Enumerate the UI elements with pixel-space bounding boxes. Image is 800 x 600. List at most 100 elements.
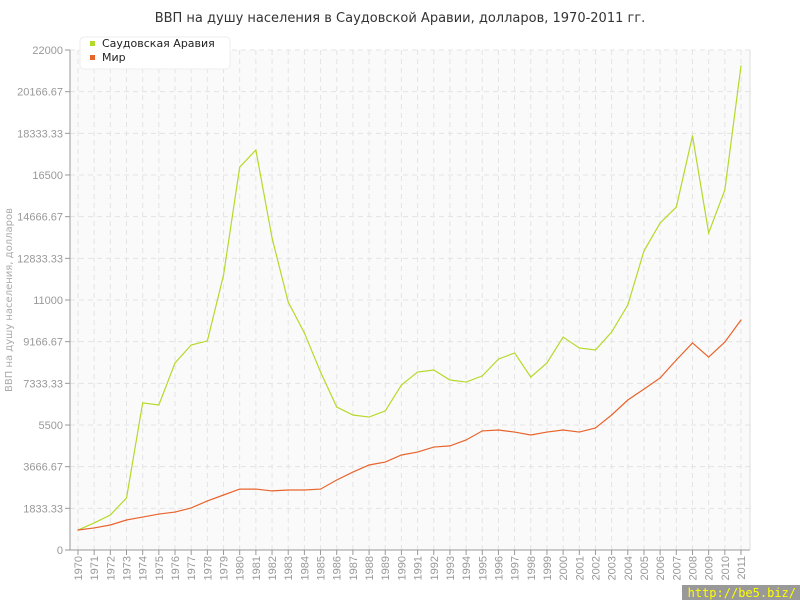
- data-point: [659, 377, 661, 379]
- data-point: [497, 429, 500, 431]
- data-point: [206, 340, 208, 342]
- y-tick-label: 16500: [32, 170, 63, 182]
- data-point: [384, 410, 386, 412]
- data-point: [465, 439, 467, 441]
- y-tick-label: 20166.67: [17, 87, 63, 99]
- data-point: [384, 461, 386, 463]
- y-tick-label: 11000: [33, 295, 63, 307]
- x-tick-label: 1995: [477, 556, 489, 580]
- y-tick-label: 12833.33: [17, 253, 63, 265]
- data-point: [125, 497, 128, 499]
- x-tick-label: 1974: [138, 556, 150, 580]
- x-tick-label: 2009: [704, 556, 716, 580]
- data-point: [303, 332, 305, 334]
- data-point: [416, 371, 419, 373]
- x-tick-label: 1984: [299, 556, 311, 580]
- x-tick-label: 2003: [607, 556, 619, 580]
- data-point: [530, 376, 532, 378]
- data-point: [287, 489, 289, 491]
- legend-swatch: [90, 55, 95, 60]
- x-tick-label: 1996: [493, 556, 505, 580]
- x-tick-label: 2010: [720, 556, 732, 580]
- x-tick-label: 1989: [380, 556, 392, 580]
- legend-label: Мир: [102, 51, 126, 64]
- data-point: [336, 406, 338, 408]
- legend-box: [79, 36, 231, 70]
- data-point: [77, 529, 79, 531]
- data-point: [400, 384, 403, 386]
- x-tick-label: 1972: [105, 556, 117, 580]
- data-point: [109, 514, 111, 516]
- x-tick-label: 1970: [73, 556, 85, 580]
- data-point: [109, 524, 111, 526]
- data-point: [481, 375, 483, 377]
- x-tick-label: 2011: [736, 556, 748, 580]
- x-tick-label: 2005: [639, 556, 651, 580]
- data-point: [352, 471, 354, 473]
- legend-label: Саудовская Аравия: [102, 37, 215, 50]
- data-point: [465, 381, 467, 383]
- y-tick-label: 14666.67: [17, 212, 63, 224]
- data-point: [691, 135, 694, 137]
- series-line-world: [77, 319, 742, 531]
- data-point: [578, 347, 580, 349]
- data-point: [708, 356, 710, 358]
- data-point: [206, 500, 208, 502]
- x-tick-label: 1998: [526, 556, 538, 580]
- x-tick-label: 1983: [283, 556, 295, 580]
- x-tick-label: 2002: [590, 556, 602, 580]
- data-point: [158, 513, 160, 515]
- data-point: [190, 507, 192, 509]
- x-tick-label: 1971: [89, 556, 101, 580]
- data-point: [740, 319, 742, 321]
- data-point: [611, 331, 613, 333]
- data-point: [352, 414, 354, 416]
- data-point: [594, 349, 597, 351]
- x-tick-label: 2008: [687, 556, 699, 580]
- chart-title: ВВП на душу населения в Саудовской Арави…: [154, 11, 646, 26]
- data-point: [174, 362, 176, 364]
- x-tick-label: 1977: [186, 556, 198, 580]
- data-point: [287, 301, 289, 303]
- data-point: [675, 206, 677, 208]
- x-tick-label: 2004: [623, 556, 635, 580]
- data-point: [675, 359, 677, 361]
- data-point: [514, 352, 516, 354]
- data-point: [368, 464, 370, 466]
- data-point: [643, 250, 645, 252]
- data-point: [659, 222, 661, 224]
- data-point: [222, 274, 225, 276]
- data-point: [416, 451, 419, 453]
- data-point: [724, 341, 726, 343]
- y-tick-label: 5500: [39, 420, 63, 432]
- data-point: [239, 488, 241, 490]
- x-tick-label: 1982: [267, 556, 279, 580]
- x-tick-label: 1980: [235, 556, 247, 580]
- y-tick-label: 22000: [32, 45, 63, 57]
- data-point: [319, 488, 322, 490]
- data-point: [514, 431, 516, 433]
- data-point: [708, 232, 710, 234]
- data-point: [400, 454, 403, 456]
- data-point: [239, 166, 241, 168]
- series-line-saudi-arabia: [77, 65, 742, 531]
- x-tick-label: 1993: [445, 556, 457, 580]
- x-tick-label: 1975: [154, 556, 166, 580]
- data-point: [691, 342, 694, 344]
- y-tick-label: 0: [57, 545, 63, 557]
- data-point: [578, 431, 580, 433]
- x-tick-label: 1987: [348, 556, 360, 580]
- x-tick-label: 1979: [219, 556, 231, 580]
- data-point: [271, 490, 273, 492]
- data-point: [158, 404, 160, 406]
- y-tick-label: 7333.33: [23, 378, 63, 390]
- legend-swatch: [90, 41, 95, 46]
- x-tick-label: 1976: [170, 556, 182, 580]
- data-point: [336, 479, 338, 481]
- plot-area: [70, 50, 750, 550]
- y-tick-label: 18333.33: [17, 128, 63, 140]
- x-tick-label: 1988: [364, 556, 376, 580]
- data-point: [724, 189, 726, 191]
